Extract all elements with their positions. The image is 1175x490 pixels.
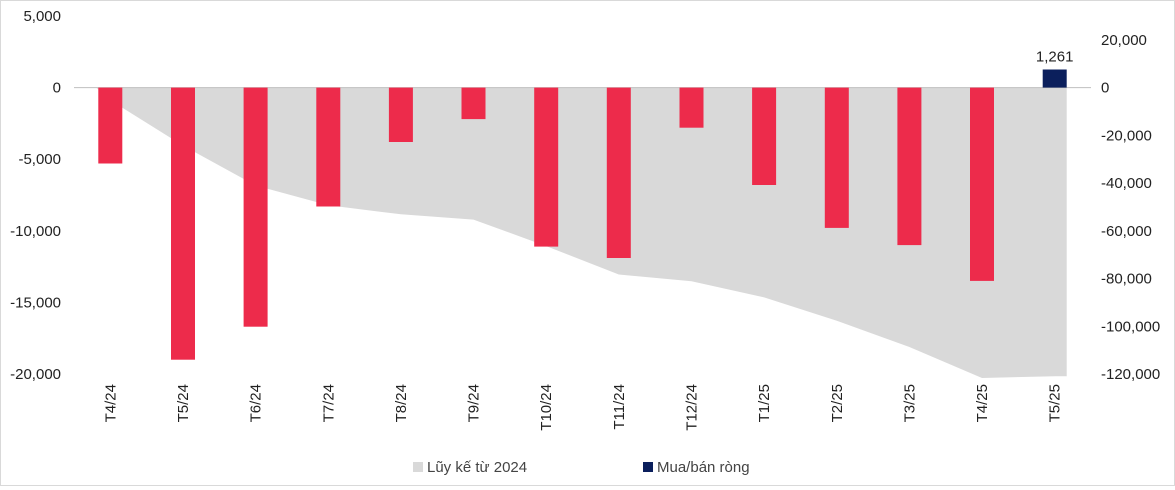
bar-t5-24: [171, 87, 195, 360]
bar-t1-25: [752, 87, 777, 185]
bar-t8-24: [388, 87, 413, 142]
right-tick-label: 0: [1101, 80, 1109, 97]
bar-t9-24: [461, 87, 486, 120]
x-tick-label: T2/25: [829, 384, 846, 422]
x-tick-label: T8/24: [393, 384, 410, 422]
left-tick-label: -10,000: [10, 223, 61, 240]
bar-t3-25: [897, 87, 922, 246]
x-tick-label: T3/25: [901, 384, 918, 422]
x-axis: T4/24 T5/24 T6/24 T7/24 T8/24 T9/24 T10/24 T11/…: [102, 384, 1063, 431]
x-tick-label: T10/24: [538, 384, 555, 431]
x-tick-label: T1/25: [756, 384, 773, 422]
left-tick-label: -5,000: [18, 151, 61, 168]
x-tick-label: T11/24: [611, 384, 628, 430]
bar-t6-24: [243, 87, 268, 327]
right-tick-label: 20,000: [1101, 32, 1147, 49]
right-tick-label: -60,000: [1101, 223, 1152, 240]
bar-t7-24: [316, 87, 341, 207]
bar-t5-25: [1042, 69, 1067, 88]
right-tick-label: -80,000: [1101, 271, 1152, 288]
bar-layer: [98, 69, 1067, 360]
x-tick-label: T12/24: [683, 384, 700, 431]
right-tick-label: -20,000: [1101, 127, 1152, 144]
x-tick-label: T6/24: [248, 384, 265, 422]
left-tick-label: -20,000: [10, 366, 61, 383]
x-tick-label: T4/25: [974, 384, 991, 422]
data-label: 1,261: [1036, 49, 1074, 66]
legend-label: Lũy kế từ 2024: [427, 459, 527, 476]
x-tick-label: T5/24: [175, 384, 192, 422]
bar-t4-25: [970, 87, 994, 281]
right-tick-label: -120,000: [1101, 366, 1160, 383]
left-tick-label: 0: [53, 80, 61, 97]
x-tick-label: T7/24: [320, 384, 337, 422]
right-tick-label: -100,000: [1101, 318, 1160, 335]
bar-t4-24: [98, 87, 123, 164]
bar-t11-24: [606, 87, 631, 258]
legend-swatch: [643, 462, 653, 472]
right-axis: -120,000 -100,000 -80,000 -60,000 -40,000 -20…: [1101, 32, 1160, 383]
left-tick-label: 5,000: [23, 8, 61, 25]
legend: Lũy kế từ 2024 Mua/bán ròng: [413, 459, 750, 476]
x-tick-label: T9/24: [466, 384, 483, 422]
bar-t10-24: [534, 87, 559, 247]
x-tick-label: T4/24: [102, 384, 119, 422]
left-axis: -20,000 -15,000 -10,000 -5,000 0 5,000: [10, 8, 61, 383]
legend-swatch: [413, 462, 423, 472]
legend-label: Mua/bán ròng: [657, 459, 750, 476]
x-tick-label: T5/25: [1047, 384, 1064, 422]
bar-t12-24: [679, 87, 704, 128]
bar-t2-25: [824, 87, 849, 228]
left-tick-label: -15,000: [10, 294, 61, 311]
right-tick-label: -40,000: [1101, 175, 1152, 192]
data-labels: 1,261: [1036, 49, 1074, 66]
